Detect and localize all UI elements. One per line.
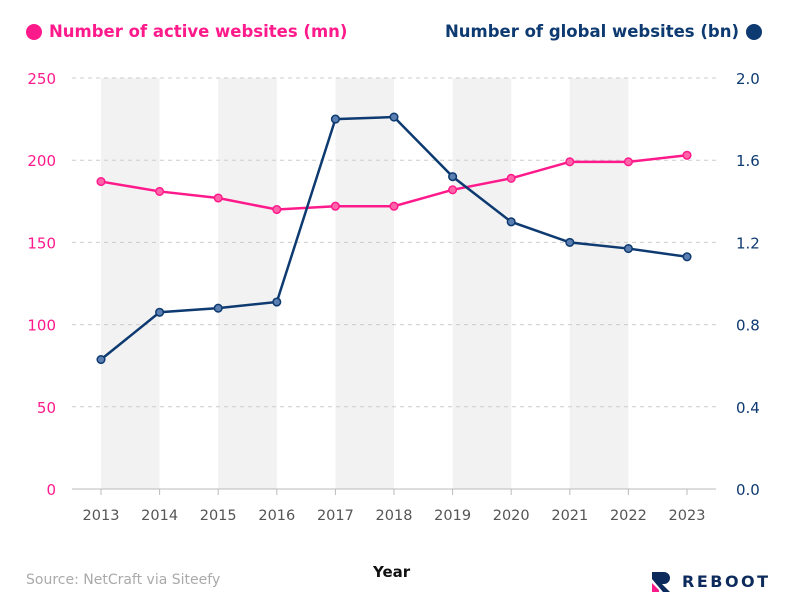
data-point (330, 201, 340, 211)
data-point (448, 172, 458, 182)
x-tick-label: 2019 (434, 508, 471, 524)
y-right-tick-label: 1.2 (736, 234, 760, 252)
y-left-tick-label: 150 (27, 234, 56, 252)
legend-label: Number of active websites (mn) (49, 22, 348, 41)
data-point (389, 201, 399, 211)
source-note: Source: NetCraft via Siteefy (26, 572, 221, 588)
shaded-band (452, 78, 512, 489)
data-point (96, 177, 106, 187)
brand-logo: REBOOT (650, 570, 771, 592)
shaded-band (335, 78, 394, 489)
x-tick-label: 2018 (376, 508, 413, 524)
shaded-band (218, 78, 277, 489)
data-point (330, 114, 340, 124)
data-point (389, 112, 399, 122)
reboot-logo-icon (652, 572, 670, 592)
y-right-tick-label: 2.0 (736, 70, 760, 88)
data-point (96, 354, 106, 365)
x-tick-label: 2020 (493, 508, 530, 524)
y-left-tick-label: 0 (46, 481, 56, 499)
data-point (682, 252, 692, 262)
legend-active: Number of active websites (mn) (26, 22, 347, 41)
data-point (272, 204, 282, 215)
y-right-tick-label: 0.0 (736, 481, 760, 499)
shaded-band (569, 78, 629, 489)
data-point (623, 244, 633, 254)
data-point (506, 173, 516, 183)
x-tick-label: 2023 (669, 508, 706, 524)
data-point (565, 237, 575, 247)
data-point (565, 157, 575, 167)
data-point (213, 193, 223, 203)
x-tick-label: 2015 (200, 508, 237, 524)
legend-label: Number of global websites (bn) (444, 22, 739, 41)
x-tick-label: 2017 (317, 508, 354, 524)
data-point (506, 217, 516, 227)
x-tick-label: 2022 (610, 508, 647, 524)
data-point (213, 303, 223, 313)
x-tick-label: 2013 (83, 508, 120, 524)
legend-marker-icon (746, 23, 762, 40)
y-left-tick-label: 50 (37, 399, 56, 417)
data-point (682, 150, 692, 160)
data-point (155, 307, 165, 317)
y-left-tick-label: 200 (27, 152, 56, 170)
y-right-tick-label: 1.6 (736, 152, 760, 170)
x-axis-label: Year (373, 563, 411, 581)
data-point (272, 297, 282, 307)
y-left-tick-label: 250 (27, 70, 56, 88)
x-tick-label: 2021 (551, 508, 588, 524)
x-tick-label: 2014 (141, 508, 178, 524)
legend-global: Number of global websites (bn) (445, 22, 762, 41)
legend-marker-icon (26, 23, 42, 40)
data-point (448, 185, 458, 195)
y-right-tick-label: 0.8 (736, 317, 760, 335)
x-tick-label: 2016 (258, 508, 295, 524)
brand-name: REBOOT (682, 571, 771, 591)
y-right-tick-label: 0.4 (736, 399, 760, 417)
y-left-tick-label: 100 (27, 317, 56, 335)
data-point (155, 186, 165, 196)
data-point (623, 157, 633, 167)
shaded-band (101, 78, 160, 489)
